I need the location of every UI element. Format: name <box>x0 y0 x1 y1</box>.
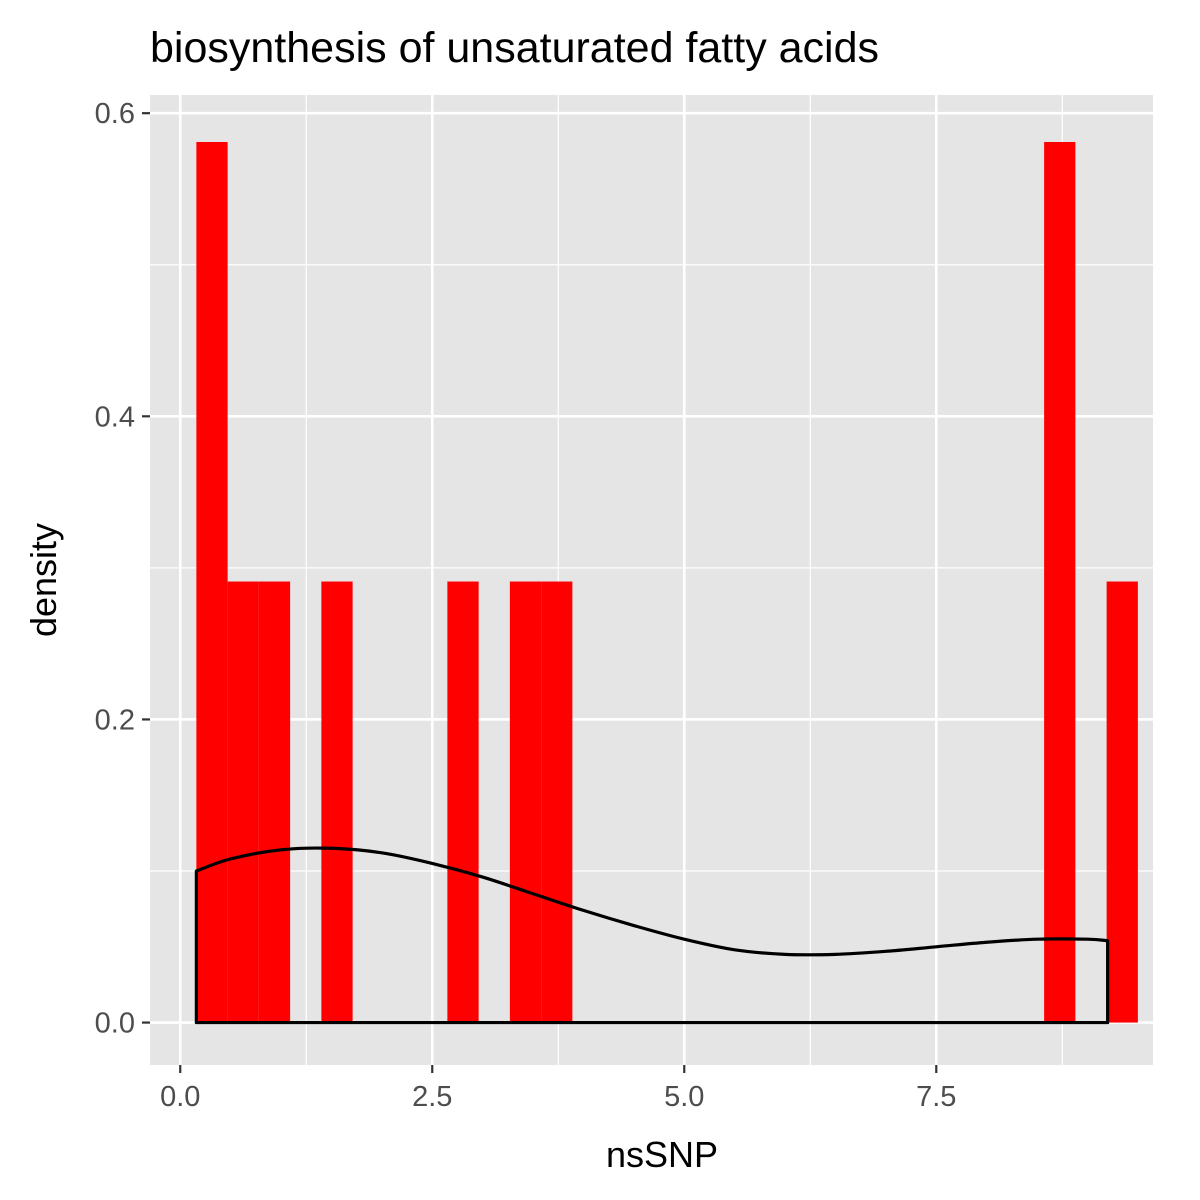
histogram-bar <box>509 581 542 1023</box>
histogram-bar <box>1106 581 1138 1023</box>
chart-title: biosynthesis of unsaturated fatty acids <box>150 24 879 72</box>
x-axis: 0.0 2.5 5.0 7.5 <box>160 1065 956 1113</box>
histogram-bar <box>227 581 259 1023</box>
y-axis: 0.0 0.2 0.4 0.6 <box>95 98 150 1040</box>
x-tick-label: 0.0 <box>160 1081 200 1113</box>
density-line <box>194 846 1110 1025</box>
histogram-bar <box>321 581 353 1023</box>
histogram-bar <box>541 581 573 1023</box>
plot-panel <box>150 95 1153 1065</box>
x-axis-title: nsSNP <box>606 1134 718 1175</box>
density-curve <box>194 846 1110 1025</box>
histogram-bar <box>258 581 291 1023</box>
histogram-bar <box>196 141 228 1023</box>
y-tick-label: 0.0 <box>95 1008 135 1040</box>
y-tick-label: 0.4 <box>95 401 135 433</box>
histogram-bar <box>1044 141 1076 1023</box>
histogram-bar <box>447 581 479 1023</box>
histogram-bars <box>196 141 1138 1023</box>
x-tick-label: 7.5 <box>916 1081 956 1113</box>
y-tick-label: 0.6 <box>95 98 135 130</box>
x-tick-label: 2.5 <box>412 1081 452 1113</box>
x-tick-label: 5.0 <box>664 1081 704 1113</box>
y-axis-title: density <box>23 523 64 637</box>
y-tick-label: 0.2 <box>95 704 135 736</box>
